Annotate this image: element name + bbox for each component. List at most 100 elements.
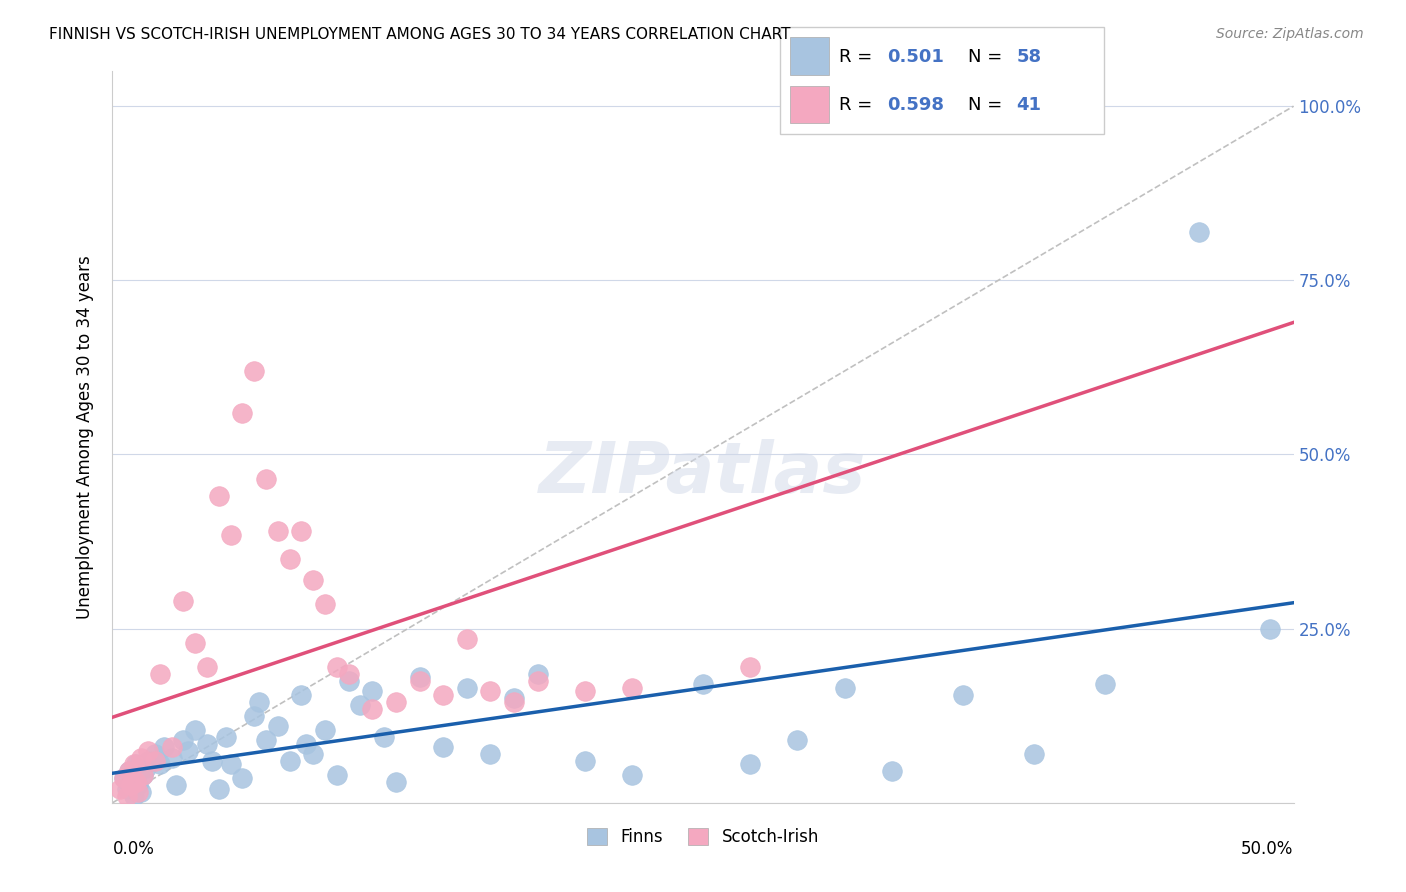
Point (160, 750, 183, 764)
Point (122, 789, 145, 803)
Point (432, 688, 454, 702)
Point (1094, 677, 1116, 691)
Point (302, 573, 325, 587)
Point (314, 597, 336, 611)
FancyBboxPatch shape (790, 37, 830, 75)
Point (120, 775, 142, 789)
Point (219, 527, 242, 541)
Point (314, 723, 336, 737)
Point (160, 740, 183, 755)
Point (122, 757, 145, 772)
Text: FINNISH VS SCOTCH-IRISH UNEMPLOYMENT AMONG AGES 30 TO 34 YEARS CORRELATION CHART: FINNISH VS SCOTCH-IRISH UNEMPLOYMENT AMO… (49, 27, 790, 42)
Point (361, 684, 384, 698)
Text: 41: 41 (1017, 96, 1042, 114)
Point (295, 737, 318, 751)
Point (143, 754, 166, 768)
Point (267, 524, 290, 538)
Point (337, 667, 360, 681)
Point (172, 733, 194, 747)
Point (243, 708, 266, 723)
Point (127, 778, 149, 792)
Point (129, 750, 152, 764)
Point (1258, 622, 1281, 636)
Point (326, 768, 349, 782)
Point (135, 761, 157, 775)
Point (1188, 225, 1211, 239)
Point (479, 747, 502, 761)
Point (373, 730, 395, 744)
Point (432, 740, 454, 755)
Point (574, 684, 596, 698)
Point (526, 667, 548, 681)
Point (231, 406, 253, 420)
Point (201, 754, 224, 768)
Point (125, 757, 148, 772)
Text: 58: 58 (1017, 48, 1042, 66)
Point (326, 660, 349, 674)
Point (115, 789, 138, 803)
Point (621, 681, 644, 695)
Text: R =: R = (838, 96, 877, 114)
Point (1022, 747, 1045, 761)
Text: N =: N = (967, 48, 1008, 66)
Point (254, 733, 277, 747)
Point (149, 667, 172, 681)
Point (290, 524, 312, 538)
Point (834, 681, 856, 695)
Point (172, 594, 194, 608)
Point (219, 757, 242, 772)
Point (143, 747, 166, 761)
Text: R =: R = (838, 48, 877, 66)
Point (247, 695, 270, 709)
Point (184, 635, 207, 649)
Text: 0.0%: 0.0% (112, 840, 155, 858)
Point (740, 660, 762, 674)
Point (880, 764, 903, 779)
Point (267, 719, 290, 733)
Point (177, 743, 200, 757)
Point (118, 764, 141, 779)
Text: 50.0%: 50.0% (1241, 840, 1294, 858)
Point (786, 733, 808, 747)
Point (952, 688, 974, 702)
Point (231, 772, 253, 786)
Point (337, 673, 360, 688)
Point (621, 768, 644, 782)
Point (385, 775, 408, 789)
Point (129, 785, 152, 799)
Point (503, 695, 526, 709)
Point (125, 775, 148, 789)
Point (149, 757, 172, 772)
Text: 0.501: 0.501 (887, 48, 943, 66)
Point (195, 660, 218, 674)
FancyBboxPatch shape (790, 86, 830, 123)
Point (361, 702, 384, 716)
Y-axis label: Unemployment Among Ages 30 to 34 years: Unemployment Among Ages 30 to 34 years (76, 255, 94, 619)
Point (278, 552, 301, 566)
Point (302, 747, 325, 761)
Point (165, 778, 187, 792)
Text: Source: ZipAtlas.com: Source: ZipAtlas.com (1216, 27, 1364, 41)
Point (408, 673, 430, 688)
Point (195, 737, 218, 751)
Legend: Finns, Scotch-Irish: Finns, Scotch-Irish (581, 822, 825, 853)
Point (254, 472, 277, 486)
Point (108, 781, 131, 796)
Point (740, 757, 762, 772)
Point (120, 778, 142, 792)
Point (132, 768, 155, 782)
Point (136, 754, 159, 768)
Point (349, 698, 371, 713)
Point (456, 632, 478, 646)
Point (1046, 106, 1069, 120)
Text: 0.598: 0.598 (887, 96, 943, 114)
Point (136, 743, 159, 757)
Point (132, 768, 155, 782)
Point (278, 754, 301, 768)
Point (692, 677, 714, 691)
Point (208, 489, 231, 503)
Point (127, 785, 149, 799)
Point (115, 781, 138, 796)
Point (184, 723, 207, 737)
Point (456, 681, 478, 695)
